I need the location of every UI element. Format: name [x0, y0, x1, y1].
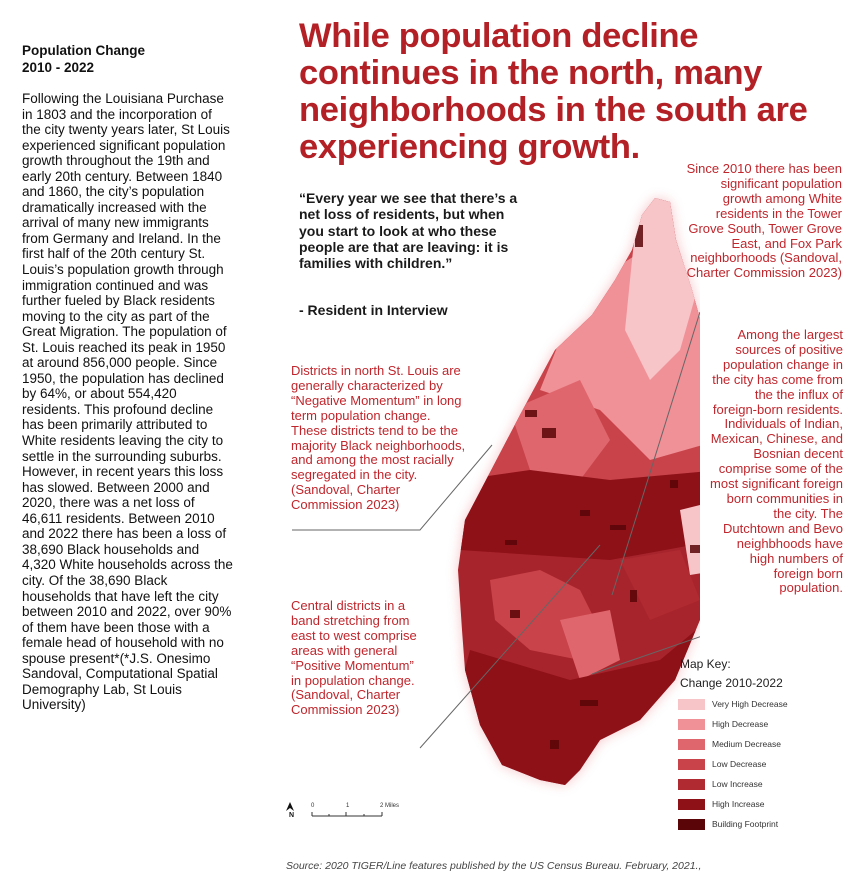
annotation-central-districts: Central districts in a band stretching f… — [291, 598, 417, 718]
legend-swatch — [678, 738, 705, 750]
sidebar-title: Population Change 2010 - 2022 — [22, 42, 242, 76]
legend-item: Medium Decrease — [678, 734, 828, 754]
region-north-medium-decrease — [510, 380, 610, 480]
scale-label-0: 0 — [311, 803, 315, 809]
leader-foreign-born — [591, 636, 700, 675]
legend-label: Low Increase — [712, 779, 763, 789]
sidebar-body-text: Following the Louisiana Purchase in 1803… — [22, 91, 233, 713]
map-key-title-line2: Change 2010-2022 — [680, 676, 783, 690]
scale-label-2: 2 Miles — [380, 803, 400, 809]
region-southeast-low-increase — [620, 550, 700, 620]
map-key-title-line1: Map Key: — [680, 657, 731, 671]
scale-bar — [286, 802, 383, 817]
population-change-map — [292, 198, 700, 785]
leader-south-white — [611, 311, 700, 596]
resident-quote: “Every year we see that there’s a net lo… — [299, 190, 518, 272]
quote-attribution: - Resident in Interview — [299, 302, 448, 318]
source-caption: Source: 2020 TIGER/Line features publish… — [286, 860, 702, 872]
legend-item: Very High Decrease — [678, 694, 828, 714]
legend-swatch — [678, 758, 705, 770]
legend-swatch — [678, 818, 705, 830]
legend-item: Low Increase — [678, 774, 828, 794]
legend-label: Very High Decrease — [712, 699, 788, 709]
legend-swatch — [678, 778, 705, 790]
sidebar-title-line2: 2010 - 2022 — [22, 60, 95, 75]
annotation-foreign-born: Among the largest sources of positive po… — [710, 327, 843, 596]
leader-north — [292, 444, 493, 531]
legend-label: Building Footprint — [712, 819, 779, 829]
legend-label: Low Decrease — [712, 759, 767, 769]
legend-swatch — [678, 798, 705, 810]
legend-swatch — [678, 698, 705, 710]
legend-label: Medium Decrease — [712, 739, 781, 749]
legend-item: Building Footprint — [678, 814, 828, 834]
legend-label: High Increase — [712, 799, 765, 809]
legend-item: Low Decrease — [678, 754, 828, 774]
building-footprints — [505, 225, 700, 749]
legend-item: High Increase — [678, 794, 828, 814]
region-south-medium-decrease — [560, 610, 620, 680]
north-arrow-icon — [286, 802, 294, 811]
annotation-north-districts: Districts in north St. Louis are general… — [291, 363, 466, 513]
map-regions — [458, 198, 700, 785]
map-legend: Very High Decrease High Decrease Medium De… — [678, 694, 828, 834]
north-label: N — [289, 812, 295, 819]
map-key-title: Map Key: Change 2010-2022 — [680, 655, 830, 693]
leader-central — [419, 544, 601, 749]
sidebar-title-line1: Population Change — [22, 43, 145, 58]
callout-leaders — [292, 311, 700, 749]
legend-label: High Decrease — [712, 719, 769, 729]
region-east-very-high-decrease — [680, 500, 700, 575]
scale-label-1: 1 — [346, 803, 350, 809]
annotation-south-growth: Since 2010 there has been significant po… — [686, 161, 842, 281]
legend-item: High Decrease — [678, 714, 828, 734]
legend-swatch — [678, 718, 705, 730]
headline: While population decline continues in th… — [299, 17, 808, 166]
